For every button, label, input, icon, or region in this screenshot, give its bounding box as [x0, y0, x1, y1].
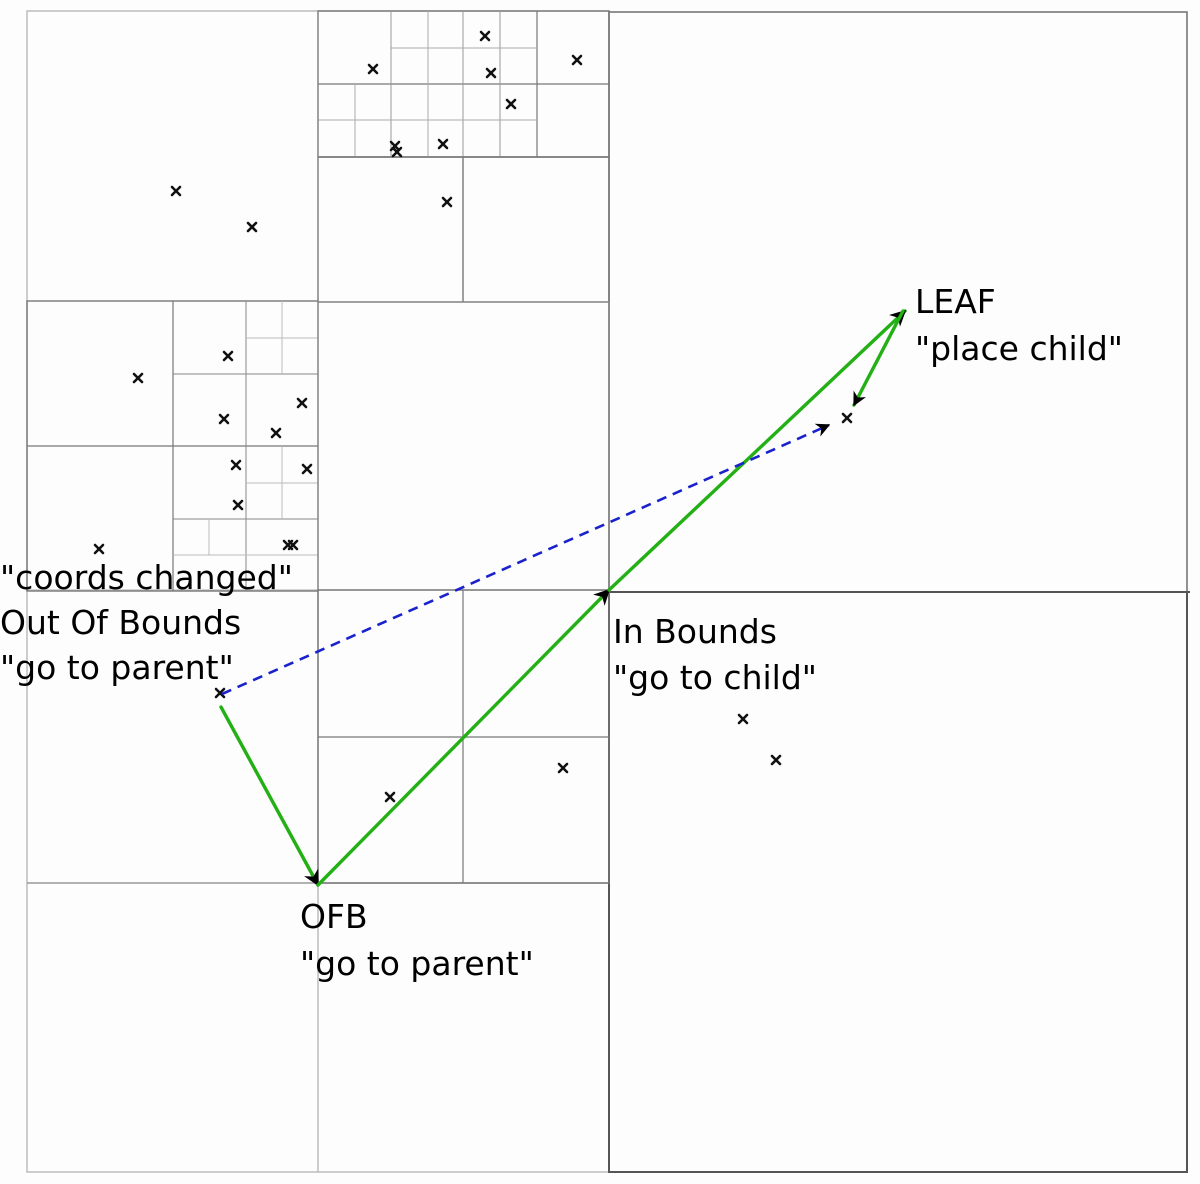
- point-marker: [384, 791, 396, 803]
- quadtree-grid: [26, 10, 1190, 1173]
- ofb-title-label: OFB: [300, 897, 368, 936]
- data-points: [93, 30, 853, 803]
- leaf-title-label: LEAF: [915, 282, 996, 321]
- coords-changed-label: "coords changed": [0, 558, 293, 597]
- annotation-labels: LEAF "place child" In Bounds "go to chil…: [0, 282, 1123, 983]
- point-marker: [301, 463, 313, 475]
- traversal-paths: [219, 309, 907, 887]
- out-of-bounds-action-label: "go to parent": [0, 648, 234, 687]
- point-marker: [230, 459, 242, 471]
- ofb-action-label: "go to parent": [300, 944, 534, 983]
- point-marker: [479, 30, 491, 42]
- path-start-to-ofb: [219, 705, 320, 887]
- point-marker: [270, 427, 282, 439]
- in-bounds-title-label: In Bounds: [613, 612, 777, 651]
- point-marker: [391, 146, 403, 158]
- point-marker: [485, 67, 497, 79]
- point-marker: [557, 762, 569, 774]
- point-marker: [214, 687, 226, 699]
- point-marker: [367, 63, 379, 75]
- point-marker: [841, 412, 853, 424]
- point-marker: [232, 499, 244, 511]
- path-inbounds-to-leaf: [607, 309, 907, 592]
- point-marker: [770, 754, 782, 766]
- point-marker: [571, 54, 583, 66]
- point-marker: [287, 539, 299, 551]
- point-marker: [737, 713, 749, 725]
- leaf-action-label: "place child": [915, 329, 1123, 368]
- in-bounds-action-label: "go to child": [613, 658, 817, 697]
- point-marker: [170, 185, 182, 197]
- path-ofb-to-inbounds: [316, 588, 611, 887]
- point-marker: [505, 98, 517, 110]
- point-marker: [441, 196, 453, 208]
- path-leaf-to-point: [852, 309, 905, 407]
- point-marker: [218, 413, 230, 425]
- out-of-bounds-title-label: Out Of Bounds: [0, 603, 241, 642]
- path-coords-changed-dashed: [221, 423, 831, 696]
- point-marker: [296, 397, 308, 409]
- point-marker: [246, 221, 258, 233]
- point-marker: [132, 372, 144, 384]
- point-marker: [222, 350, 234, 362]
- point-marker: [93, 543, 105, 555]
- point-marker: [437, 138, 449, 150]
